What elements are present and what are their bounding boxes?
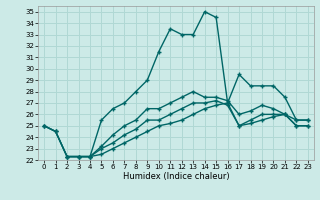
- X-axis label: Humidex (Indice chaleur): Humidex (Indice chaleur): [123, 172, 229, 181]
